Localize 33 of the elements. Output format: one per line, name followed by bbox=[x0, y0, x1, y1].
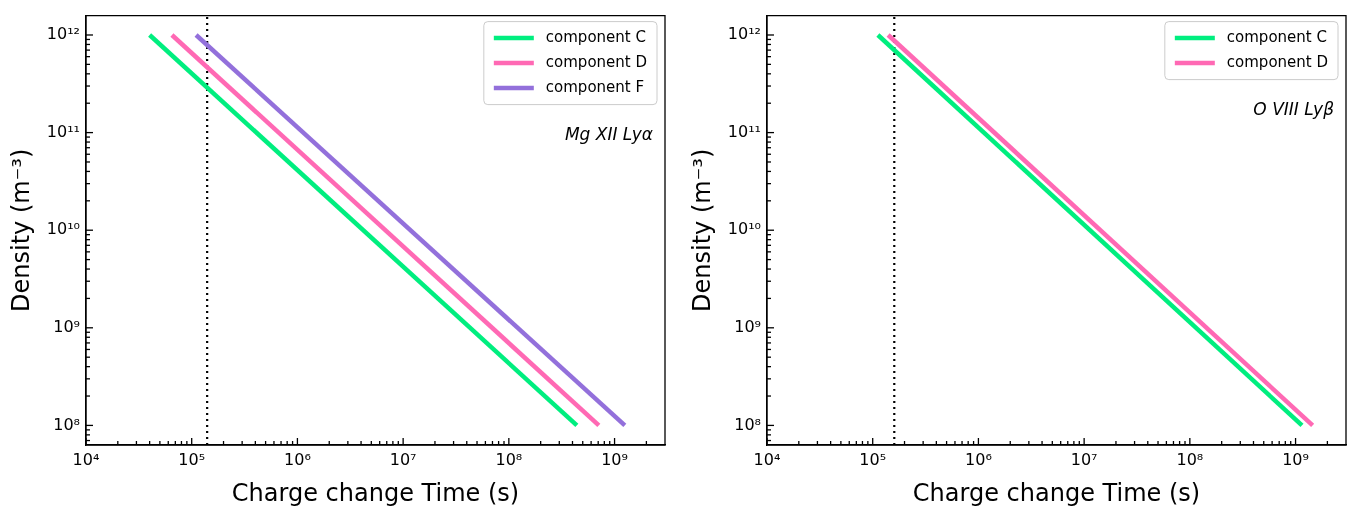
x-tick-label: 10⁵ bbox=[859, 449, 887, 469]
y-tick-label: 10⁸ bbox=[734, 414, 761, 434]
y-axis-title: Density (m⁻³) bbox=[687, 148, 716, 312]
x-tick-label: 10⁴ bbox=[72, 449, 100, 469]
x-tick-label: 10⁹ bbox=[1282, 449, 1309, 469]
y-tick-label: 10¹² bbox=[46, 24, 80, 44]
x-tick-label: 10⁵ bbox=[178, 449, 206, 469]
y-tick-label: 10⁹ bbox=[734, 316, 761, 336]
y-axis-title: Density (m⁻³) bbox=[6, 148, 35, 312]
x-tick-label: 10⁶ bbox=[965, 449, 992, 469]
x-axis-title: Charge change Time (s) bbox=[231, 478, 520, 507]
annotation: O VIII Lyβ bbox=[1253, 98, 1335, 119]
x-tick-label: 10⁹ bbox=[601, 449, 628, 469]
x-tick-label: 10⁸ bbox=[495, 449, 523, 469]
annotation: Mg XII Lyα bbox=[564, 123, 653, 144]
x-tick-label: 10⁷ bbox=[1070, 449, 1098, 469]
legend-label: component C bbox=[545, 27, 646, 46]
legend-label: component F bbox=[545, 77, 645, 96]
y-tick-label: 10¹⁰ bbox=[46, 219, 80, 239]
x-tick-label: 10⁷ bbox=[389, 449, 417, 469]
x-tick-label: 10⁴ bbox=[753, 449, 781, 469]
x-tick-label: 10⁶ bbox=[284, 449, 311, 469]
x-tick-label: 10⁸ bbox=[1176, 449, 1204, 469]
y-tick-label: 10⁹ bbox=[53, 316, 80, 336]
y-tick-label: 10⁸ bbox=[53, 414, 80, 434]
y-tick-label: 10¹¹ bbox=[727, 121, 761, 141]
y-tick-label: 10¹² bbox=[727, 24, 761, 44]
y-tick-label: 10¹⁰ bbox=[727, 219, 761, 239]
y-tick-label: 10¹¹ bbox=[46, 121, 80, 141]
legend-label: component D bbox=[545, 52, 648, 71]
legend-label: component D bbox=[1226, 52, 1329, 71]
legend-label: component C bbox=[1226, 27, 1327, 46]
x-axis-title: Charge change Time (s) bbox=[912, 478, 1201, 507]
